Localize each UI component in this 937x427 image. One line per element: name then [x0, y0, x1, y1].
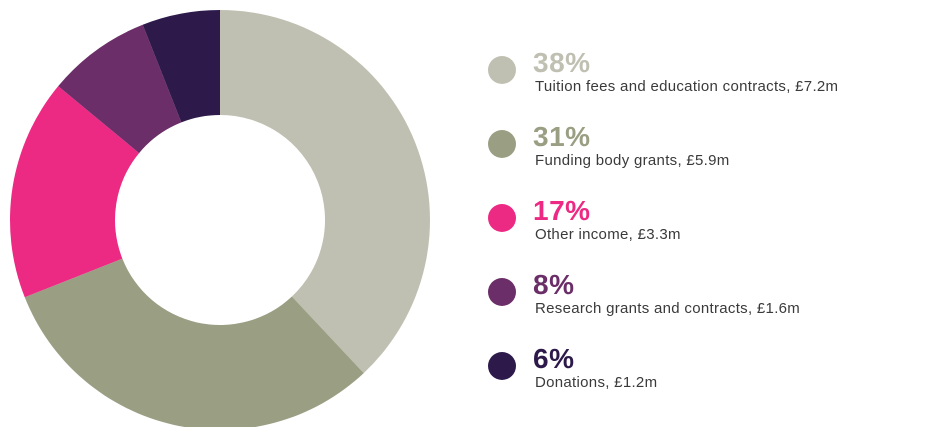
legend-percent: 38% [533, 47, 591, 78]
donut-slice-4 [58, 24, 182, 154]
legend-item-research: 8% Research grants and contracts, £1.6m [488, 269, 933, 346]
legend-item-funding-body: 31% Funding body grants, £5.9m [488, 121, 933, 198]
donut-slice-1 [220, 10, 430, 374]
legend-swatch [488, 56, 516, 84]
legend-swatch [488, 204, 516, 232]
legend-percent: 6% [533, 343, 575, 374]
legend-item-tuition: 38% Tuition fees and education contracts… [488, 47, 933, 124]
legend-item-other-income: 17% Other income, £3.3m [488, 195, 933, 272]
legend-description: Tuition fees and education contracts, £7… [535, 78, 839, 95]
legend-percent: 8% [533, 269, 575, 300]
legend-swatch [488, 130, 516, 158]
donut-slice-5 [142, 10, 220, 123]
legend-description: Other income, £3.3m [535, 226, 681, 243]
legend-swatch [488, 352, 516, 380]
chart-legend: 38% Tuition fees and education contracts… [488, 47, 933, 420]
donut-slice-2 [24, 258, 364, 427]
donut-chart [10, 10, 430, 427]
donut-slice-3 [10, 86, 140, 298]
legend-swatch [488, 278, 516, 306]
legend-percent: 31% [533, 121, 591, 152]
legend-description: Funding body grants, £5.9m [535, 152, 730, 169]
legend-item-donations: 6% Donations, £1.2m [488, 343, 933, 420]
legend-description: Research grants and contracts, £1.6m [535, 300, 801, 317]
legend-percent: 17% [533, 195, 591, 226]
legend-description: Donations, £1.2m [535, 374, 658, 391]
